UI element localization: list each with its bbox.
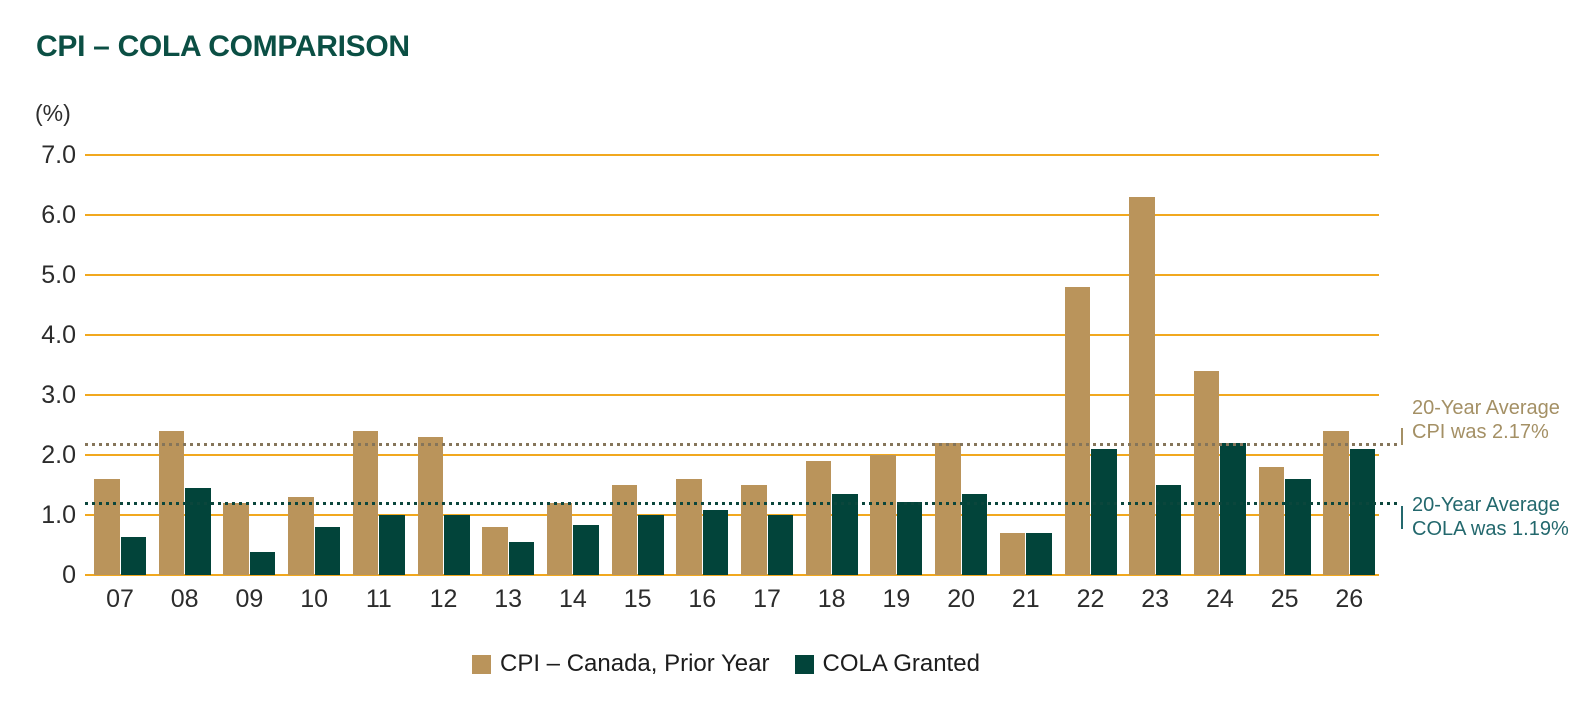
x-tick-label-24: 24: [1205, 585, 1234, 613]
y-tick-label-3.0: 3.0: [41, 381, 76, 409]
bar-cola-22: [1091, 449, 1117, 575]
y-tick-label-4.0: 4.0: [41, 321, 76, 349]
bar-cpi-25: [1258, 467, 1285, 575]
bar-cola-14: [573, 525, 599, 575]
y-tick-label-1.0: 1.0: [41, 501, 76, 529]
bar-cola-10: [314, 527, 341, 575]
bar-cola-16: [702, 510, 729, 575]
legend-label-cola: COLA Granted: [822, 650, 980, 677]
x-tick-label-12: 12: [429, 585, 458, 613]
x-tick-label-23: 23: [1141, 585, 1170, 613]
cpi-average-tick-icon: [1401, 427, 1403, 445]
bar-cpi-21: [999, 533, 1026, 575]
x-tick-label-20: 20: [947, 585, 975, 613]
x-tick-label-09: 09: [235, 585, 264, 613]
cpi-average-annotation: 20-Year Average CPI was 2.17%: [1412, 396, 1581, 444]
bar-cpi-17: [741, 485, 767, 575]
bar-cola-26: [1349, 449, 1376, 575]
bar-cola-23: [1155, 485, 1182, 575]
x-tick-label-18: 18: [817, 585, 846, 613]
cpi-average-annotation-line: 20-Year Average: [1412, 396, 1560, 419]
legend-swatch-cola-icon: [794, 654, 814, 674]
x-tick-label-16: 16: [688, 585, 717, 613]
x-tick-label-14: 14: [558, 585, 587, 613]
bar-cpi-14: [546, 503, 573, 575]
gridline-5.0: [85, 274, 1379, 276]
y-tick-label-7.0: 7.0: [41, 141, 76, 169]
bar-cpi-16: [676, 479, 702, 575]
gridline-0: [85, 574, 1379, 576]
y-axis-unit-label: (%): [35, 100, 71, 126]
y-tick-label-0: 0: [62, 561, 76, 589]
bar-cpi-09: [223, 503, 249, 575]
bar-cola-07: [120, 537, 146, 575]
bar-cpi-10: [288, 497, 314, 575]
x-tick-label-17: 17: [753, 585, 781, 613]
bar-cola-24: [1220, 443, 1246, 575]
gridline-4.0: [85, 334, 1379, 336]
x-tick-label-19: 19: [882, 585, 911, 613]
bar-cpi-20: [935, 443, 961, 575]
gridline-2.0: [85, 454, 1379, 456]
legend-swatch-cpi-icon: [472, 654, 491, 674]
cola-average-annotation-line: COLA was 1.19%: [1412, 517, 1569, 540]
bar-cpi-18: [805, 461, 832, 575]
bar-cola-11: [379, 515, 405, 575]
cola-average-annotation-line: 20-Year Average: [1412, 493, 1560, 516]
bar-cpi-23: [1129, 197, 1155, 575]
bar-cola-19: [896, 501, 923, 575]
bar-cpi-13: [482, 527, 508, 575]
bar-cola-08: [185, 488, 211, 575]
x-tick-label-15: 15: [623, 585, 652, 613]
bar-cola-15: [638, 515, 664, 575]
y-tick-label-6.0: 6.0: [41, 201, 76, 229]
x-tick-label-26: 26: [1335, 585, 1364, 613]
cola-average-annotation: 20-Year Average COLA was 1.19%: [1412, 493, 1581, 541]
chart-title: CPI – COLA COMPARISON: [36, 30, 410, 63]
x-tick-label-08: 08: [170, 585, 199, 613]
bar-cpi-22: [1064, 287, 1090, 575]
bar-cpi-15: [611, 485, 638, 575]
cpi-average-line: [85, 443, 1401, 447]
x-tick-label-13: 13: [494, 585, 523, 613]
x-tick-label-25: 25: [1270, 585, 1299, 613]
bar-cola-13: [508, 542, 535, 575]
legend: CPI – Canada, Prior Year COLA Granted: [472, 650, 980, 678]
gridline-7.0: [85, 154, 1379, 156]
gridline-1.0: [85, 514, 1379, 516]
plot-area: [85, 154, 1379, 576]
x-tick-label-10: 10: [300, 585, 328, 613]
legend-item-cola: COLA Granted: [794, 650, 980, 678]
legend-item-cpi: CPI – Canada, Prior Year: [472, 650, 770, 678]
legend-label-cpi: CPI – Canada, Prior Year: [500, 650, 770, 677]
bar-cpi-07: [94, 479, 120, 575]
bar-cpi-24: [1193, 371, 1220, 575]
x-tick-label-07: 07: [106, 585, 134, 613]
cpi-average-annotation-line: CPI was 2.17%: [1412, 420, 1549, 443]
x-tick-label-22: 22: [1076, 585, 1105, 613]
y-tick-label-2.0: 2.0: [41, 441, 76, 469]
cola-average-tick-icon: [1401, 505, 1403, 529]
x-tick-label-11: 11: [365, 585, 392, 613]
bar-cola-18: [832, 494, 858, 575]
bar-cola-25: [1285, 479, 1311, 575]
y-tick-label-5.0: 5.0: [41, 261, 76, 289]
bar-cola-09: [249, 552, 276, 575]
x-tick-label-21: 21: [1011, 585, 1040, 613]
bar-cola-20: [961, 494, 988, 575]
bar-cola-12: [444, 515, 470, 575]
bar-cpi-12: [417, 437, 443, 575]
bar-cola-17: [767, 515, 793, 575]
bar-cola-21: [1026, 533, 1052, 575]
gridline-3.0: [85, 394, 1379, 396]
gridline-6.0: [85, 214, 1379, 216]
cola-average-line: [85, 502, 1401, 506]
bar-cpi-19: [870, 455, 896, 575]
